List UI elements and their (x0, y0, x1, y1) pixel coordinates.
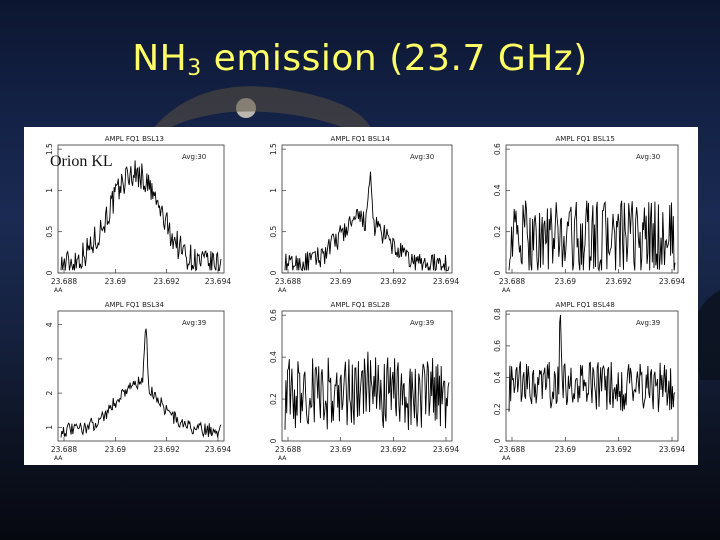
y-tick-label: 0.5 (269, 226, 278, 238)
x-tick-label: 23.694 (433, 277, 459, 286)
avg-label: Avg:30 (636, 153, 660, 161)
x-axis-unit-label: AA (502, 287, 511, 294)
y-tick-label: 0.6 (493, 143, 502, 155)
x-tick-label: 23.694 (433, 445, 459, 454)
y-tick-label: 0.6 (269, 309, 278, 321)
spectrum-line (508, 200, 676, 273)
panel-frame (57, 310, 225, 442)
y-tick-label: 0.8 (493, 308, 502, 320)
spectra-figure: AMPL FQ1 BSL13 Avg:30 23.688 23.69 23.692 23.… (24, 127, 698, 465)
x-tick-label: 23.688 (499, 277, 525, 286)
y-tick-label: 1 (45, 188, 54, 193)
y-tick-label: 1 (45, 425, 54, 430)
y-tick-label: 2 (45, 390, 54, 395)
y-tick-label: 4 (45, 322, 54, 327)
x-tick-label: 23.69 (330, 445, 352, 454)
x-axis-unit-label: AA (54, 455, 63, 462)
spectrum-line (508, 314, 676, 412)
y-tick-label: 0 (493, 438, 502, 443)
y-tick-label: 0.5 (45, 226, 54, 238)
orion-kl-annotation: Orion KL (50, 153, 113, 170)
x-tick-label: 23.69 (105, 277, 127, 286)
x-tick-label: 23.694 (659, 277, 685, 286)
x-tick-label: 23.692 (380, 277, 406, 286)
spectrum-line (284, 351, 450, 431)
panel-title: AMPL FQ1 BSL13 (105, 135, 164, 143)
x-tick-label: 23.69 (555, 277, 577, 286)
x-tick-label: 23.692 (606, 445, 632, 454)
y-tick-label: 0.4 (493, 184, 502, 196)
x-tick-label: 23.694 (659, 445, 685, 454)
avg-label: Avg:39 (182, 319, 206, 327)
x-tick-label: 23.692 (380, 445, 406, 454)
y-tick-label: 0.4 (493, 371, 502, 383)
x-axis-unit-label: AA (278, 287, 287, 294)
x-tick-label: 23.69 (555, 445, 577, 454)
avg-label: Avg:39 (636, 319, 660, 327)
x-tick-label: 23.688 (275, 277, 301, 286)
y-tick-label: 3 (45, 356, 54, 361)
y-tick-label: 0 (493, 270, 502, 275)
y-tick-label: 1.5 (269, 143, 278, 155)
panel-frame (281, 310, 453, 442)
avg-label: Avg:30 (182, 153, 206, 161)
panel-title: AMPL FQ1 BSL28 (331, 301, 390, 309)
x-tick-label: 23.694 (205, 445, 231, 454)
spectrum-line (60, 160, 222, 272)
radio-dish-silhouette (150, 86, 372, 134)
spectrum-line (284, 171, 450, 272)
y-tick-label: 0.4 (269, 351, 278, 363)
panel-title: AMPL FQ1 BSL14 (331, 135, 391, 143)
panel-frame (505, 310, 679, 442)
x-tick-label: 23.688 (51, 445, 77, 454)
x-tick-label: 23.692 (154, 445, 180, 454)
y-tick-label: 1 (269, 188, 278, 193)
y-tick-label: 0 (269, 270, 278, 275)
x-axis-unit-label: AA (278, 455, 287, 462)
y-tick-label: 1.5 (45, 143, 54, 155)
y-tick-label: 0 (269, 438, 278, 443)
title-subscript: 3 (187, 56, 202, 81)
x-tick-label: 23.69 (330, 277, 352, 286)
avg-label: Avg:39 (410, 319, 434, 327)
y-tick-label: 0.2 (493, 226, 502, 238)
spectrum-line (60, 328, 222, 438)
x-axis-unit-label: AA (54, 287, 63, 294)
slide-title: NH3 emission (23.7 GHz) (132, 38, 588, 81)
panel-title: AMPL FQ1 BSL15 (555, 135, 614, 143)
y-tick-label: 0.6 (493, 340, 502, 352)
x-tick-label: 23.688 (499, 445, 525, 454)
x-tick-label: 23.688 (275, 445, 301, 454)
y-tick-label: 0.2 (493, 403, 502, 415)
y-tick-label: 0 (45, 270, 54, 275)
avg-label: Avg:30 (410, 153, 434, 161)
y-tick-label: 0.2 (269, 393, 278, 405)
panel-frame (57, 144, 225, 274)
panel-frame (505, 144, 679, 274)
x-tick-label: 23.688 (51, 277, 77, 286)
x-axis-unit-label: AA (502, 455, 511, 462)
x-tick-label: 23.692 (154, 277, 180, 286)
x-tick-label: 23.694 (205, 277, 231, 286)
x-tick-label: 23.692 (606, 277, 632, 286)
panel-frame (281, 144, 453, 274)
x-tick-label: 23.69 (105, 445, 127, 454)
panel-title: AMPL FQ1 BSL34 (105, 301, 165, 309)
panel-title: AMPL FQ1 BSL48 (555, 301, 614, 309)
